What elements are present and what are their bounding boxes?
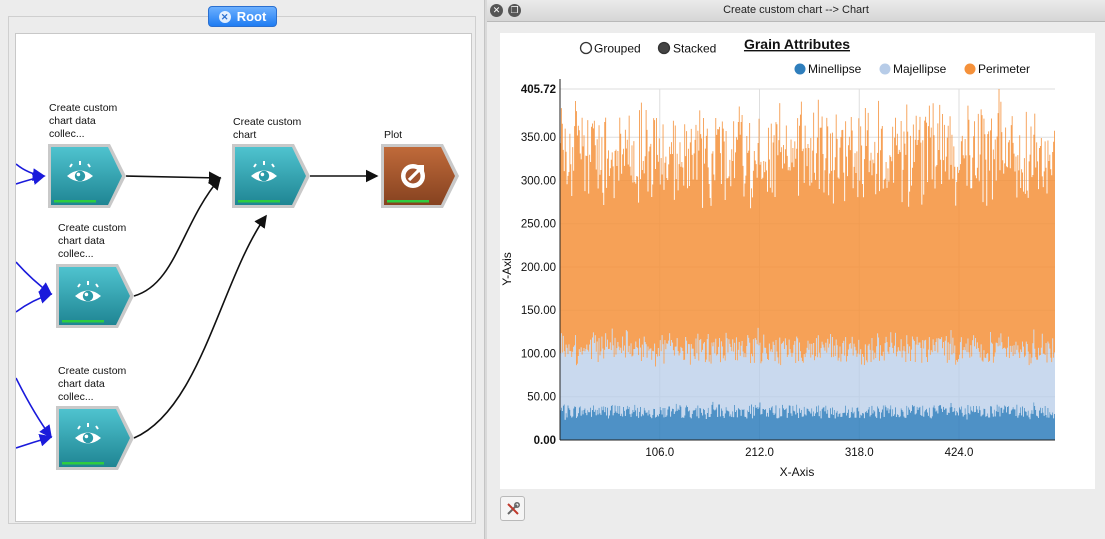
chart-window: ✕ ❐ Create custom chart --> Chart Groupe… — [487, 0, 1105, 539]
series-bars-perimeter — [560, 89, 1055, 367]
root-tab[interactable]: ✕ Root — [208, 6, 277, 27]
y-tick-label: 150.00 — [521, 305, 556, 317]
node-create-custom-chart-data-1[interactable] — [48, 144, 126, 208]
legend-item: Majellipse — [879, 62, 947, 76]
root-tab-label: Root — [236, 9, 267, 24]
x-tick-label: 212.0 — [745, 447, 774, 459]
radio-grouped-indicator[interactable] — [579, 41, 593, 55]
radio-grouped[interactable]: Grouped — [579, 41, 641, 56]
label-line: chart data — [49, 115, 96, 127]
window-titlebar[interactable]: ✕ ❐ Create custom chart --> Chart — [487, 0, 1105, 22]
legend-item: Perimeter — [964, 62, 1030, 76]
workflow-panel: ✕ Root — [0, 0, 484, 539]
label-line: Plot — [384, 129, 403, 141]
node-label-create-custom-chart: Create custom chart — [233, 116, 301, 142]
restore-icon[interactable]: ❐ — [508, 4, 521, 17]
x-tick-label: 318.0 — [845, 447, 874, 459]
radio-stacked[interactable]: Stacked — [657, 41, 717, 56]
window-title: Create custom chart --> Chart — [723, 4, 869, 16]
node-create-custom-chart[interactable] — [232, 144, 310, 208]
label-line: Create custom — [49, 102, 118, 114]
close-icon[interactable]: ✕ — [490, 4, 503, 17]
close-tab-icon[interactable]: ✕ — [218, 10, 231, 23]
radio-stacked-indicator[interactable] — [657, 41, 671, 55]
y-tick-label: 200.00 — [521, 262, 556, 274]
node-label-create-custom-chart-data-2: Create custom chart data collec... — [58, 222, 126, 261]
radio-grouped-label[interactable]: Grouped — [594, 42, 641, 56]
label-line: chart — [233, 129, 257, 141]
node-create-custom-chart-data-2[interactable] — [56, 264, 134, 328]
y-tick-label: 0.00 — [534, 435, 556, 447]
legend-swatch — [879, 63, 891, 75]
connection-edges — [125, 169, 379, 439]
series-bars-majellipse — [560, 327, 1055, 420]
y-axis-label: Y-Axis — [500, 252, 514, 286]
node-label-create-custom-chart-data-1: Create custom chart data collec... — [49, 102, 117, 141]
label-line: chart data — [58, 235, 105, 247]
status-bar — [54, 200, 96, 203]
y-tick-label: 405.72 — [521, 84, 556, 96]
input-edges — [16, 163, 53, 449]
chart-title: Grain Attributes — [744, 36, 850, 52]
label-line: collec... — [58, 391, 94, 403]
plot-area: 0.00 50.00 100.00 150.00 200.00 250.00 300.00 3… — [521, 79, 1055, 459]
panel-splitter[interactable] — [484, 0, 487, 539]
workflow-graph — [16, 144, 459, 470]
x-tick-label: 424.0 — [945, 447, 974, 459]
status-bar — [62, 462, 104, 465]
chart-legend: Minellipse Majellipse Perimeter — [794, 62, 1030, 76]
chart-settings-button[interactable] — [500, 496, 525, 521]
legend-label: Perimeter — [978, 62, 1030, 76]
legend-item: Minellipse — [794, 62, 862, 76]
label-line: Create custom — [233, 116, 302, 128]
status-bar — [238, 200, 280, 203]
node-create-custom-chart-data-3[interactable] — [56, 406, 134, 470]
stacked-bar-chart: Grouped Stacked Grain Attributes Minelli… — [500, 36, 1055, 479]
label-line: collec... — [49, 128, 85, 140]
label-line: chart data — [58, 378, 105, 390]
y-tick-label: 100.00 — [521, 348, 556, 360]
legend-label: Majellipse — [893, 62, 947, 76]
y-tick-label: 250.00 — [521, 219, 556, 231]
workflow-canvas[interactable]: Create custom chart data collec... Creat… — [15, 33, 472, 522]
label-line: collec... — [58, 248, 94, 260]
series-bars-minellipse — [560, 401, 1055, 440]
y-tick-label: 50.00 — [527, 392, 556, 404]
chart-area: Grouped Stacked Grain Attributes Minelli… — [500, 33, 1095, 489]
tools-icon — [506, 501, 520, 515]
y-tick-label: 350.00 — [521, 132, 556, 144]
node-plot[interactable] — [381, 144, 459, 208]
label-line: Create custom — [58, 222, 127, 234]
radio-stacked-label[interactable]: Stacked — [673, 42, 716, 56]
y-tick-label: 300.00 — [521, 175, 556, 187]
legend-label: Minellipse — [808, 62, 862, 76]
node-label-plot: Plot — [384, 129, 402, 142]
status-bar — [62, 320, 104, 323]
node-label-create-custom-chart-data-3: Create custom chart data collec... — [58, 365, 126, 404]
x-tick-label: 106.0 — [645, 447, 674, 459]
x-axis-label: X-Axis — [780, 465, 815, 479]
legend-swatch — [794, 63, 806, 75]
label-line: Create custom — [58, 365, 127, 377]
legend-swatch — [964, 63, 976, 75]
plot-arrow-icon — [401, 164, 425, 188]
status-bar — [387, 200, 429, 203]
